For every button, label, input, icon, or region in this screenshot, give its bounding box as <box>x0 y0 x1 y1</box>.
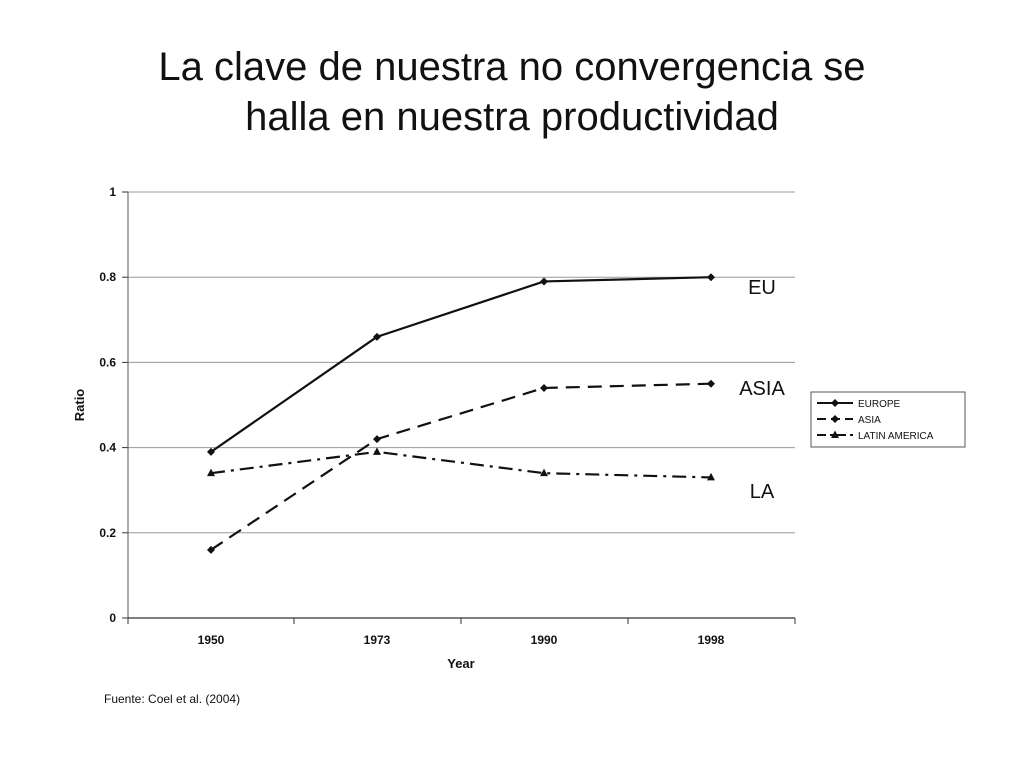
slide-title: La clave de nuestra no convergencia se h… <box>40 42 984 142</box>
series-asia: ASIA <box>207 378 785 554</box>
series-line <box>210 276 712 453</box>
y-tick-label: 0.2 <box>99 526 116 540</box>
data-point <box>540 383 548 392</box>
y-tick-label: 0.8 <box>99 270 116 284</box>
data-point <box>207 447 215 456</box>
legend: EUROPE ASIA LATIN AMERICA <box>810 391 966 448</box>
legend-marker <box>831 415 839 423</box>
data-point <box>707 273 715 282</box>
series-end-label: LA <box>750 481 775 503</box>
legend-label: EUROPE <box>858 399 901 410</box>
x-axis-title: Year <box>447 656 474 671</box>
series-line <box>210 450 712 479</box>
data-point <box>207 468 215 477</box>
y-tick-label: 1 <box>109 185 116 199</box>
data-point <box>707 379 715 388</box>
source-note: Fuente: Coel et al. (2004) <box>104 692 241 706</box>
data-point <box>707 472 715 481</box>
series-line <box>210 382 712 551</box>
y-tick-label: 0.4 <box>99 441 116 455</box>
slide-title-line-2: halla en nuestra productividad <box>245 95 779 139</box>
data-point <box>540 277 548 286</box>
x-tick-label: 1990 <box>531 633 558 647</box>
data-point <box>207 545 215 554</box>
data-point <box>373 447 381 455</box>
slide-title-line-1: La clave de nuestra no convergencia se <box>158 45 866 89</box>
legend-marker <box>831 430 839 438</box>
series-europe: EU <box>207 273 776 456</box>
x-tick-label: 1973 <box>364 633 391 647</box>
series-end-label: EU <box>748 277 776 299</box>
y-tick-label: 0 <box>109 611 116 625</box>
data-point <box>373 435 381 444</box>
legend-label: LATIN AMERICA <box>858 431 934 442</box>
grid-lines: 0 0.2 0.4 0.6 0.8 1 <box>99 185 795 625</box>
series-end-label: ASIA <box>739 378 785 400</box>
y-axis-title: Ratio <box>72 389 87 422</box>
data-point <box>540 468 548 477</box>
legend-marker <box>831 399 839 407</box>
series-latin-america: LA <box>207 447 775 503</box>
legend-label: ASIA <box>858 415 881 426</box>
x-tick-label: 1950 <box>198 633 225 647</box>
data-point <box>373 332 381 341</box>
x-tick-label: 1998 <box>698 633 725 647</box>
y-tick-label: 0.6 <box>99 355 116 369</box>
